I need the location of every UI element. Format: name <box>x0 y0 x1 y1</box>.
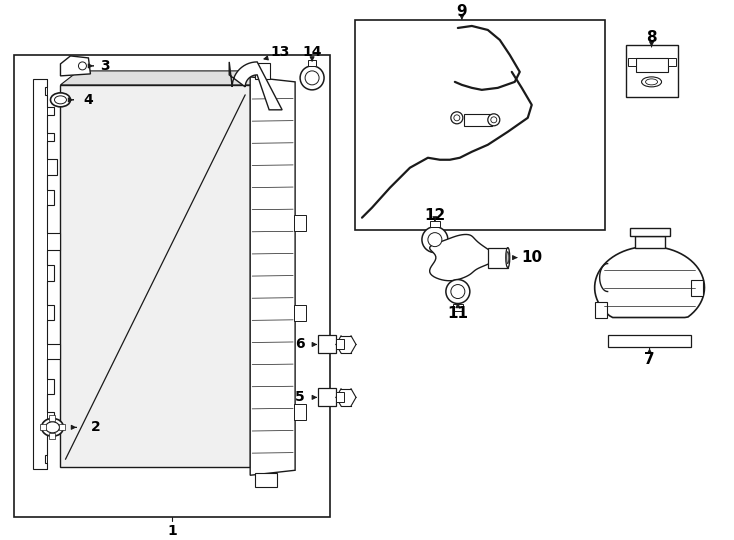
Ellipse shape <box>54 96 67 104</box>
Bar <box>336 393 344 402</box>
Ellipse shape <box>642 77 661 87</box>
Circle shape <box>300 66 324 90</box>
Text: 13: 13 <box>270 45 290 59</box>
Bar <box>294 215 306 231</box>
Text: 3: 3 <box>101 59 110 73</box>
Circle shape <box>305 71 319 85</box>
Text: 10: 10 <box>521 250 542 265</box>
Circle shape <box>491 117 497 123</box>
Bar <box>636 58 667 72</box>
Ellipse shape <box>506 248 510 268</box>
Polygon shape <box>429 234 495 281</box>
Text: 5: 5 <box>295 390 305 404</box>
Ellipse shape <box>51 93 70 107</box>
Bar <box>13 55 330 517</box>
Bar <box>635 235 664 248</box>
Bar <box>595 301 606 318</box>
Ellipse shape <box>79 62 87 70</box>
Polygon shape <box>595 246 705 318</box>
Bar <box>630 228 669 235</box>
Bar <box>49 415 56 421</box>
Bar <box>294 404 306 420</box>
Text: 8: 8 <box>646 30 657 45</box>
Bar <box>464 114 492 126</box>
Bar <box>308 60 316 66</box>
Bar <box>453 303 463 310</box>
Text: 6: 6 <box>295 338 305 352</box>
Bar <box>608 335 691 347</box>
Polygon shape <box>60 85 250 467</box>
Text: 1: 1 <box>167 524 177 538</box>
Polygon shape <box>250 77 295 475</box>
Circle shape <box>422 227 448 253</box>
Bar <box>430 221 440 227</box>
Bar <box>294 305 306 321</box>
Ellipse shape <box>42 418 63 436</box>
Text: 11: 11 <box>447 306 468 321</box>
Bar <box>59 424 65 430</box>
Text: 4: 4 <box>84 93 93 107</box>
Ellipse shape <box>506 252 509 264</box>
Text: 9: 9 <box>457 4 467 19</box>
Bar <box>255 473 277 487</box>
Ellipse shape <box>46 422 59 433</box>
Circle shape <box>451 112 463 124</box>
Circle shape <box>488 114 500 126</box>
Bar <box>625 45 677 97</box>
Text: 12: 12 <box>424 208 446 223</box>
Text: 2: 2 <box>90 420 101 434</box>
Bar <box>318 335 336 354</box>
Circle shape <box>446 280 470 303</box>
Bar <box>336 340 344 349</box>
Bar <box>628 58 636 66</box>
Circle shape <box>451 285 465 299</box>
Text: 7: 7 <box>644 352 655 367</box>
Polygon shape <box>60 71 268 85</box>
Bar <box>355 20 605 230</box>
Circle shape <box>454 115 460 121</box>
Bar <box>255 63 270 79</box>
Polygon shape <box>229 62 282 110</box>
Text: 14: 14 <box>302 45 321 59</box>
Ellipse shape <box>646 79 658 85</box>
Polygon shape <box>60 56 90 76</box>
Bar <box>667 58 675 66</box>
Circle shape <box>428 233 442 247</box>
Polygon shape <box>32 79 60 469</box>
Bar <box>318 388 336 407</box>
Polygon shape <box>488 248 508 268</box>
Bar <box>49 433 56 440</box>
Bar <box>691 280 703 295</box>
Bar <box>40 424 46 430</box>
